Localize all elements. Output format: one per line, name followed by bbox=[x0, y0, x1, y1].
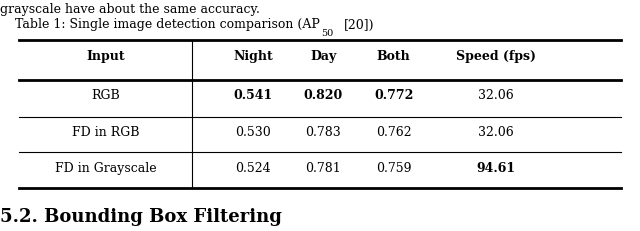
Text: Night: Night bbox=[233, 50, 273, 63]
Text: 94.61: 94.61 bbox=[476, 161, 516, 175]
Text: 0.524: 0.524 bbox=[235, 161, 271, 175]
Text: 0.772: 0.772 bbox=[374, 89, 413, 102]
Text: RGB: RGB bbox=[92, 89, 120, 102]
Text: grayscale have about the same accuracy.: grayscale have about the same accuracy. bbox=[0, 3, 260, 16]
Text: 0.820: 0.820 bbox=[303, 89, 343, 102]
Text: 0.762: 0.762 bbox=[376, 126, 412, 139]
Text: 50: 50 bbox=[321, 29, 333, 38]
Text: 0.541: 0.541 bbox=[233, 89, 273, 102]
Text: 0.759: 0.759 bbox=[376, 161, 412, 175]
Text: 0.783: 0.783 bbox=[305, 126, 341, 139]
Text: 5.2. Bounding Box Filtering: 5.2. Bounding Box Filtering bbox=[0, 208, 282, 226]
Text: 0.530: 0.530 bbox=[235, 126, 271, 139]
Text: Speed (fps): Speed (fps) bbox=[456, 50, 536, 63]
Text: Table 1: Single image detection comparison (AP: Table 1: Single image detection comparis… bbox=[15, 18, 320, 31]
Text: Both: Both bbox=[377, 50, 410, 63]
Text: 32.06: 32.06 bbox=[478, 126, 514, 139]
Text: Input: Input bbox=[86, 50, 125, 63]
Text: FD in Grayscale: FD in Grayscale bbox=[55, 161, 156, 175]
Text: 0.781: 0.781 bbox=[305, 161, 341, 175]
Text: [20]): [20]) bbox=[344, 18, 375, 31]
Text: 32.06: 32.06 bbox=[478, 89, 514, 102]
Text: FD in RGB: FD in RGB bbox=[72, 126, 140, 139]
Text: Day: Day bbox=[310, 50, 337, 63]
